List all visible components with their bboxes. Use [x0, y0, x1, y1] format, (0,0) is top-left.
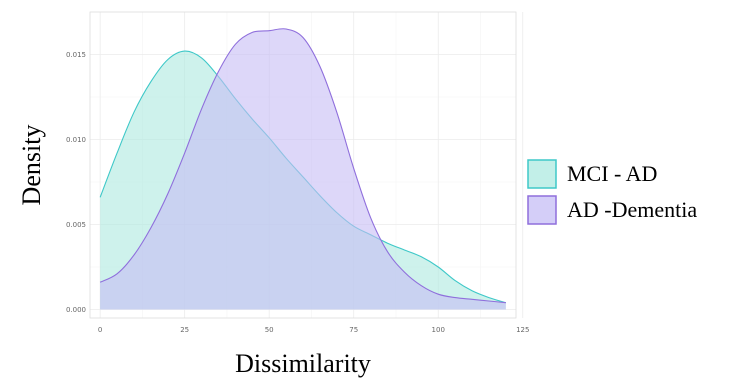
tick-labels: 0 25 50 75 100 125 0.000 0.005 0.010 0.015	[66, 51, 529, 334]
legend-key-ad-dementia	[527, 195, 557, 225]
y-axis-title: Density	[17, 125, 46, 206]
legend-key-mci-ad	[527, 159, 557, 189]
x-tick-label: 100	[432, 326, 445, 334]
density-area-ad-dementia	[100, 28, 506, 310]
density-line-ad-dementia	[99, 28, 506, 304]
x-tick-label: 0	[98, 326, 102, 334]
y-tick-label: 0.000	[66, 306, 86, 314]
x-tick-label: 50	[265, 326, 274, 334]
y-tick-label: 0.010	[66, 136, 86, 144]
panel-border	[89, 11, 517, 319]
legend: MCI - AD AD -Dementia	[527, 159, 697, 225]
x-axis-title: Dissimilarity	[235, 349, 371, 378]
y-tick-label: 0.015	[66, 51, 86, 59]
density-areas	[99, 28, 507, 310]
legend-label-mci-ad: MCI - AD	[567, 161, 657, 186]
x-tick-label: 75	[349, 326, 358, 334]
legend-label-ad-dementia: AD -Dementia	[567, 197, 697, 222]
x-tick-label: 125	[516, 326, 529, 334]
y-tick-label: 0.005	[66, 221, 86, 229]
x-tick-label: 25	[180, 326, 189, 334]
